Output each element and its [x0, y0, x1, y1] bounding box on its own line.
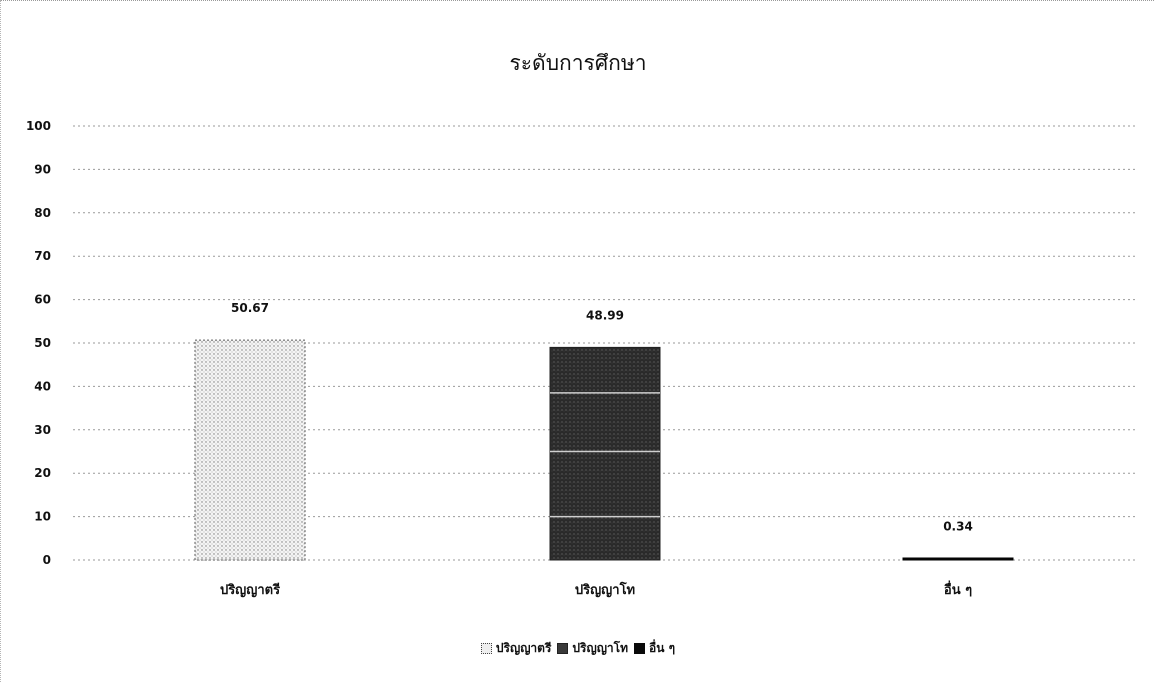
y-tick-label: 80	[34, 206, 51, 220]
legend-label-master: ปริญญาโท	[572, 641, 629, 655]
chart-title: ระดับการศึกษา	[509, 51, 647, 75]
legend-swatch-master	[557, 643, 569, 654]
y-tick-label: 30	[34, 423, 51, 437]
bar-1	[194, 339, 306, 561]
y-tick-label: 0	[43, 553, 51, 567]
bar-3	[902, 557, 1014, 561]
legend-label-bachelor: ปริญญาตรี	[495, 641, 552, 655]
legend-swatch-bachelor	[480, 643, 492, 654]
legend-label-other: อื่น ๆ	[649, 641, 676, 655]
data-label-1: 50.67	[231, 301, 269, 315]
data-label-3: 0.34	[943, 520, 973, 534]
y-tick-label: 40	[34, 379, 51, 393]
x-tick-label-1: ปริญญาตรี	[220, 582, 280, 598]
legend-swatch-other	[634, 643, 646, 654]
y-axis-ticks: 0 10 20 30 40 50 60 70 80 90 100	[26, 119, 51, 567]
y-tick-label: 90	[34, 162, 51, 176]
y-tick-label: 60	[34, 293, 51, 307]
legend-item-bachelor: ปริญญาตรี	[480, 639, 552, 658]
legend-item-other: อื่น ๆ	[634, 639, 675, 658]
bar-2	[549, 346, 661, 561]
y-tick-label: 100	[26, 119, 51, 133]
y-tick-label: 70	[34, 249, 51, 263]
y-tick-label: 10	[34, 510, 51, 524]
x-axis-labels: ปริญญาตรี ปริญญาโท อื่น ๆ	[220, 580, 972, 598]
y-tick-label: 20	[34, 466, 51, 480]
y-tick-label: 50	[34, 336, 51, 350]
legend-item-master: ปริญญาโท	[557, 639, 628, 658]
data-label-2: 48.99	[586, 308, 624, 322]
bars	[194, 339, 1014, 561]
x-tick-label-2: ปริญญาโท	[575, 581, 635, 598]
legend: ปริญญาตรี ปริญญาโท อื่น ๆ	[1, 639, 1154, 658]
x-tick-label-3: อื่น ๆ	[944, 580, 972, 598]
data-labels: 50.67 48.99 0.34	[231, 301, 973, 533]
